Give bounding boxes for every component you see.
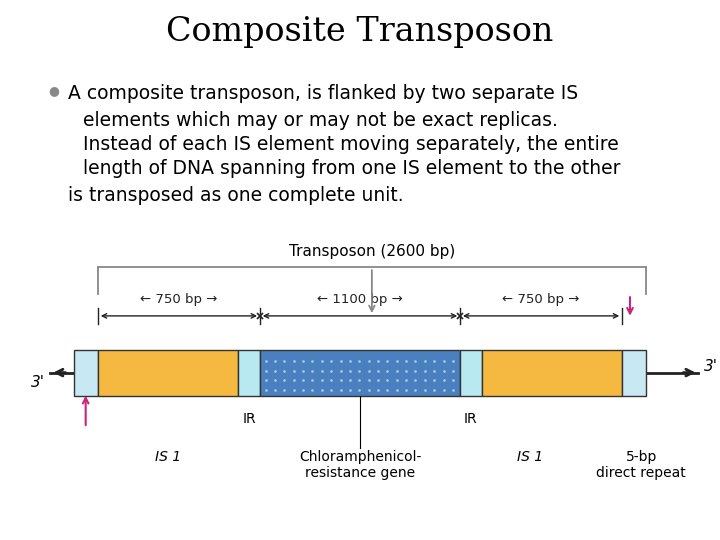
Text: Composite Transposon: Composite Transposon — [166, 16, 554, 48]
Text: ← 750 bp →: ← 750 bp → — [503, 293, 580, 306]
Text: A composite transposon, is flanked by two separate IS: A composite transposon, is flanked by tw… — [68, 84, 579, 103]
Text: IS 1: IS 1 — [155, 449, 181, 463]
Bar — [74, 350, 98, 395]
Bar — [460, 350, 482, 395]
Bar — [260, 350, 460, 395]
Text: Transposon (2600 bp): Transposon (2600 bp) — [289, 244, 455, 259]
Bar — [482, 350, 622, 395]
Text: IR: IR — [464, 411, 477, 426]
Text: IR: IR — [243, 411, 256, 426]
Text: ●: ● — [48, 84, 60, 97]
Bar — [98, 350, 238, 395]
Text: 3': 3' — [704, 359, 718, 374]
Text: 3': 3' — [31, 375, 45, 390]
Text: IS 1: IS 1 — [517, 449, 544, 463]
Text: elements which may or may not be exact replicas.: elements which may or may not be exact r… — [83, 111, 558, 130]
Text: Instead of each IS element moving separately, the entire: Instead of each IS element moving separa… — [83, 135, 618, 154]
Text: ← 750 bp →: ← 750 bp → — [140, 293, 217, 306]
Text: Chloramphenicol-
resistance gene: Chloramphenicol- resistance gene — [299, 449, 421, 480]
Bar — [622, 350, 646, 395]
Text: length of DNA spanning from one IS element to the other: length of DNA spanning from one IS eleme… — [83, 159, 621, 178]
Text: ← 1100 bp →: ← 1100 bp → — [317, 293, 403, 306]
Bar — [238, 350, 260, 395]
Text: 5-bp
direct repeat: 5-bp direct repeat — [596, 449, 686, 480]
Text: is transposed as one complete unit.: is transposed as one complete unit. — [68, 186, 404, 205]
